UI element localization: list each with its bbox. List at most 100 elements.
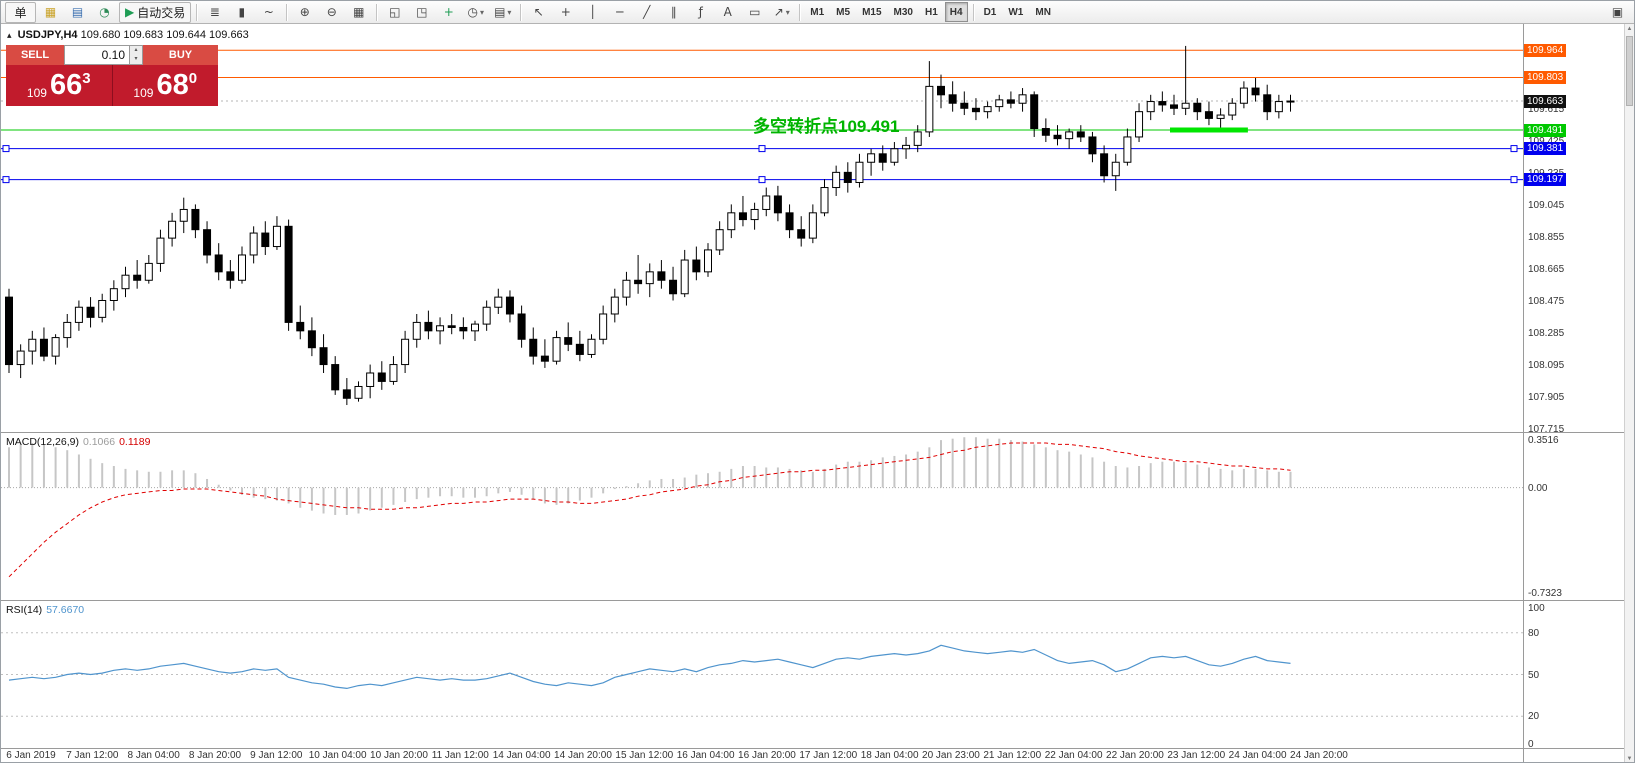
- data-window-icon[interactable]: ▤: [71, 5, 84, 19]
- label-icon[interactable]: ▭: [749, 5, 761, 19]
- zoom-out-icon[interactable]: ⊖: [326, 5, 337, 19]
- rsi-axis-label: 100: [1528, 603, 1545, 614]
- navigator-icon[interactable]: ◔: [99, 5, 110, 19]
- vertical-line-icon[interactable]: │: [589, 5, 597, 19]
- timeframe-m30[interactable]: M30: [893, 6, 913, 18]
- text-icon[interactable]: A: [723, 5, 732, 19]
- market-watch-icon[interactable]: ▦: [44, 5, 57, 19]
- price-axis-label: 108.285: [1528, 328, 1565, 340]
- line-handle[interactable]: [758, 176, 766, 184]
- price-axis-label: 108.665: [1528, 264, 1565, 276]
- candlestick-icon[interactable]: ▮: [238, 5, 246, 19]
- crosshair-icon[interactable]: +: [560, 5, 571, 19]
- price-line-tag: 109.381: [1524, 142, 1567, 156]
- pivot-annotation[interactable]: 多空转折点109.491: [753, 117, 900, 136]
- tile-windows-icon[interactable]: ◱: [389, 5, 401, 19]
- new-chart-icon[interactable]: +: [443, 5, 454, 19]
- rsi-panel[interactable]: [1, 601, 1523, 748]
- grid-icon[interactable]: ▦: [353, 5, 365, 19]
- sell-price[interactable]: 109 66 3: [6, 65, 113, 106]
- line-chart-icon[interactable]: ~: [263, 5, 274, 19]
- time-axis-label: 7 Jan 12:00: [66, 750, 119, 761]
- trendline-icon[interactable]: ╱: [643, 5, 651, 19]
- timeframe-m5[interactable]: M5: [836, 6, 851, 18]
- timeframe-w1[interactable]: W1: [1008, 6, 1024, 18]
- timeframe-m15[interactable]: M15: [862, 6, 882, 18]
- rsi-line: [8, 644, 1291, 690]
- timeframe-d1[interactable]: D1: [983, 6, 997, 18]
- rsi-name: RSI(14): [6, 604, 43, 616]
- stepper-down-icon[interactable]: ▾: [134, 56, 138, 62]
- volume-input[interactable]: 0.10: [64, 45, 130, 65]
- timeframe-mn[interactable]: MN: [1035, 6, 1051, 18]
- macd-axis-label: 0.3516: [1528, 435, 1559, 446]
- rsi-axis-label: 50: [1528, 669, 1540, 681]
- buy-button[interactable]: BUY: [143, 45, 218, 65]
- time-axis-label: 18 Jan 04:00: [860, 750, 919, 761]
- macd-signal-value: 0.1189: [119, 436, 151, 448]
- line-handle[interactable]: [2, 145, 10, 153]
- timeframe-h1[interactable]: H1: [924, 6, 938, 18]
- price-axis-label: 107.905: [1528, 392, 1565, 404]
- buy-price-prefix: 109: [133, 86, 154, 100]
- price-chart[interactable]: [1, 24, 1523, 432]
- timeframe-m1[interactable]: M1: [810, 6, 825, 18]
- time-axis-label: 23 Jan 12:00: [1167, 750, 1226, 761]
- toolbar-separator: [520, 3, 522, 21]
- chevron-down-icon: ▾: [479, 7, 484, 17]
- price-axis-divider: [1523, 24, 1524, 762]
- sell-price-pips: 66: [49, 69, 83, 101]
- price-axis-label: 108.095: [1528, 360, 1565, 372]
- macd-axis-label: 0.00: [1528, 482, 1548, 494]
- panel-divider: [1, 432, 1626, 433]
- line-handle[interactable]: [2, 176, 10, 184]
- macd-name: MACD(12,26,9): [6, 436, 79, 448]
- scroll-down-icon[interactable]: ▼: [1626, 756, 1633, 762]
- toolbar-separator: [286, 3, 288, 21]
- price-line-tag: 109.491: [1524, 123, 1567, 137]
- rsi-axis-label: 20: [1528, 711, 1540, 723]
- macd-panel[interactable]: [1, 433, 1523, 600]
- new-order-button[interactable]: 单: [5, 1, 36, 23]
- cascade-windows-icon[interactable]: ◳: [416, 5, 428, 19]
- volume-stepper[interactable]: ▴ ▾: [130, 45, 143, 65]
- channel-icon[interactable]: ∥: [670, 5, 677, 19]
- toolbar-overflow-icon[interactable]: ▣: [1611, 5, 1624, 19]
- stepper-up-icon[interactable]: ▴: [134, 47, 138, 53]
- fibonacci-icon[interactable]: ƒ: [698, 5, 703, 19]
- templates-icon[interactable]: ▤ ▾: [494, 5, 512, 19]
- rsi-axis-label: 0: [1528, 739, 1534, 750]
- collapse-icon[interactable]: ▴: [7, 30, 12, 40]
- price-line-tag: 109.197: [1524, 173, 1567, 187]
- candles-layer: [5, 45, 1295, 406]
- time-axis-label: 8 Jan 20:00: [188, 750, 242, 761]
- time-axis-label: 24 Jan 20:00: [1290, 750, 1348, 761]
- timeframe-h4[interactable]: H4: [944, 2, 968, 22]
- periods-icon[interactable]: ◷ ▾: [467, 5, 485, 19]
- scrollbar-thumb[interactable]: [1626, 36, 1633, 106]
- horizontal-line-icon[interactable]: ─: [616, 5, 624, 19]
- autotrading-button[interactable]: ▶ 自动交易: [119, 1, 192, 23]
- buy-price[interactable]: 109 68 0: [112, 65, 218, 106]
- time-axis-label: 6 Jan 2019: [6, 750, 56, 761]
- price-axis-label: 109.615: [1528, 104, 1565, 116]
- time-axis-label: 22 Jan 20:00: [1106, 750, 1164, 761]
- line-handle[interactable]: [1510, 145, 1518, 153]
- bar-chart-icon[interactable]: ≣: [209, 5, 220, 19]
- cursor-icon[interactable]: ↖: [533, 5, 544, 19]
- time-axis-label: 14 Jan 04:00: [492, 750, 551, 761]
- zoom-in-icon[interactable]: ⊕: [299, 5, 310, 19]
- toolbar-separator: [196, 3, 198, 21]
- rsi-value: 57.6670: [46, 604, 85, 616]
- time-axis-label: 21 Jan 12:00: [983, 750, 1042, 761]
- macd-signal-line: [8, 442, 1291, 578]
- line-handle[interactable]: [758, 145, 766, 153]
- toolbar-separator: [799, 3, 801, 21]
- arrows-icon[interactable]: ↗ ▾: [773, 5, 790, 19]
- time-axis-label: 15 Jan 12:00: [615, 750, 674, 761]
- vertical-scrollbar[interactable]: ▲ ▼: [1624, 24, 1634, 762]
- line-handle[interactable]: [1510, 176, 1518, 184]
- sell-button[interactable]: SELL: [6, 45, 64, 65]
- buy-price-point: 0: [188, 70, 198, 87]
- scroll-up-icon[interactable]: ▲: [1626, 26, 1633, 32]
